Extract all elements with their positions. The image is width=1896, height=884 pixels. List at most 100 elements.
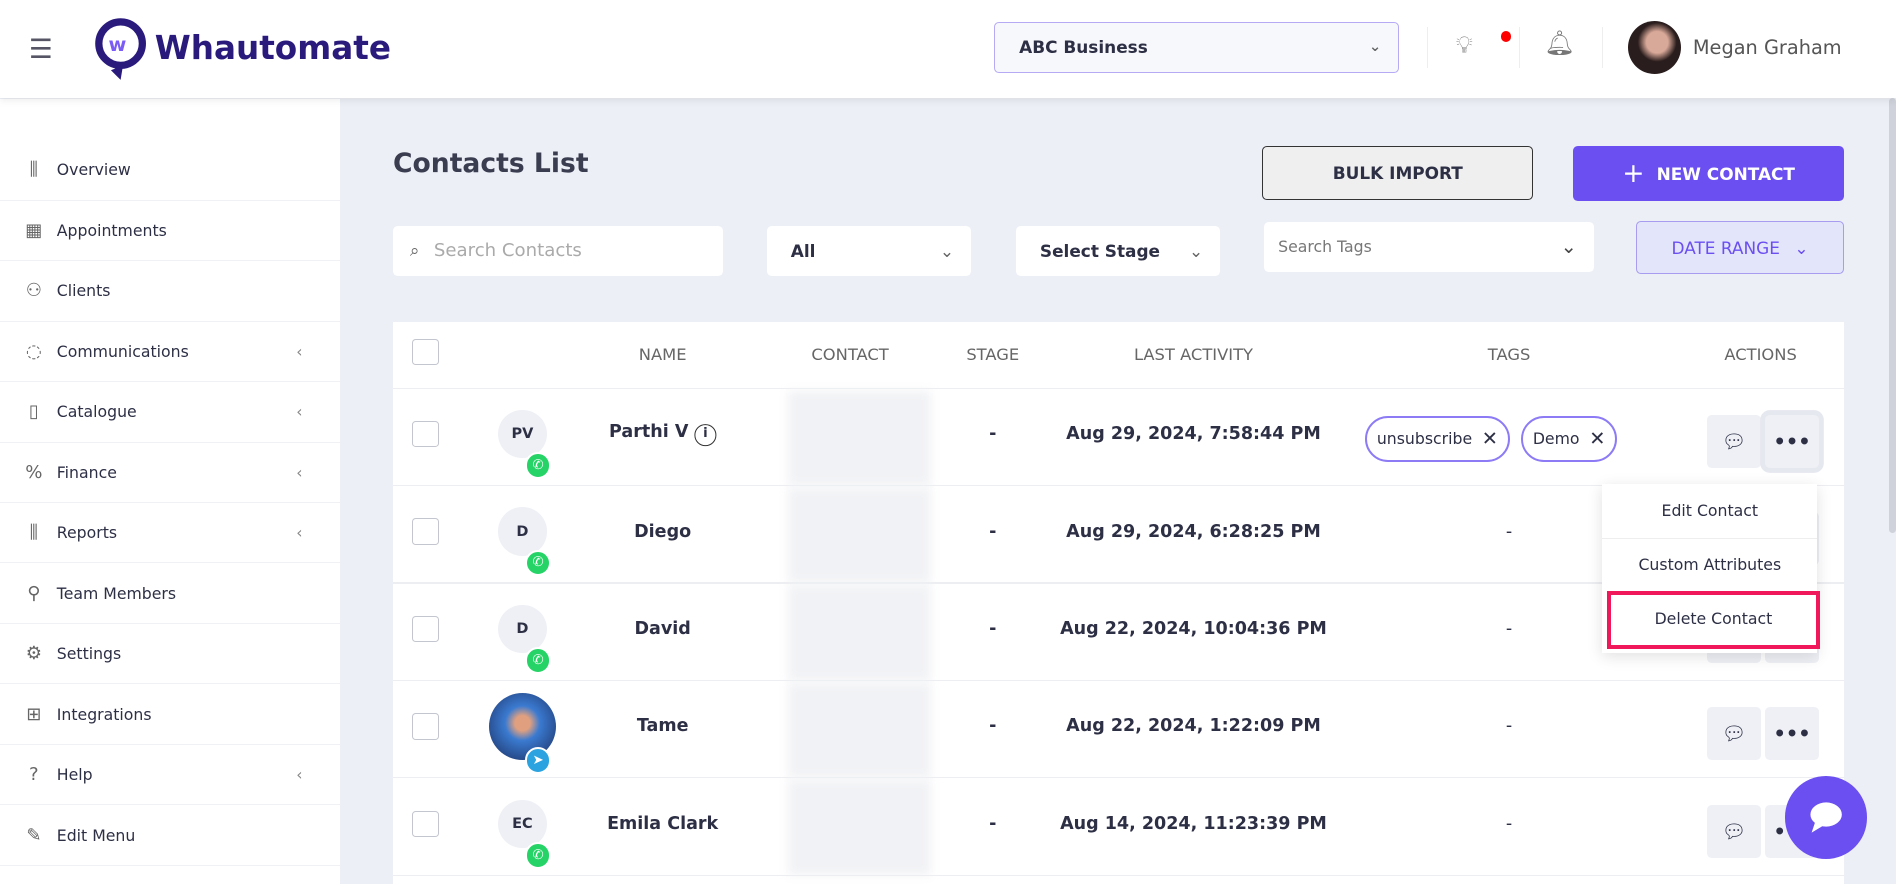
sidebar-item-communications[interactable]: ◌ Communications ‹	[0, 322, 340, 383]
whatsapp-icon: ✆	[524, 549, 552, 577]
sidebar: ⫼ Overview ▦ Appointments ⚇ Clients ◌ Communica…	[0, 99, 340, 884]
contact-name[interactable]: Emila Clark	[607, 813, 719, 834]
contact-blurred	[788, 682, 932, 778]
sidebar-item-label: Settings	[56, 644, 122, 664]
info-icon[interactable]: i	[694, 424, 717, 446]
last-activity: Aug 22, 2024, 1:22:09 PM	[1066, 716, 1321, 737]
sidebar-item-overview[interactable]: ⫼ Overview	[0, 140, 340, 201]
contact-blurred	[788, 585, 932, 680]
contact-name[interactable]: Diego	[634, 521, 692, 542]
percent-icon: %	[25, 461, 43, 483]
row-checkbox[interactable]	[412, 518, 439, 545]
column-header: ACTIONS	[1724, 344, 1797, 364]
column-header: NAME	[638, 344, 687, 364]
row-checkbox[interactable]	[412, 420, 439, 448]
chat-icon: ◌	[25, 340, 42, 362]
book-icon: ▯	[28, 401, 39, 423]
user-name[interactable]: Megan Graham	[1692, 36, 1842, 60]
search-tags-select[interactable]: Search Tags ⌄	[1263, 222, 1594, 273]
chevron-left-icon: ‹	[296, 402, 303, 422]
hamburger-menu-icon[interactable]: ☰	[29, 33, 53, 65]
chevron-left-icon: ‹	[296, 341, 303, 361]
remove-tag-icon[interactable]: ✕	[1481, 427, 1498, 451]
remove-tag-icon[interactable]: ✕	[1589, 427, 1606, 451]
lightbulb-icon[interactable]: 💡︎	[1455, 31, 1473, 60]
stage: -	[989, 619, 997, 640]
column-header: LAST ACTIVITY	[1133, 344, 1253, 364]
date-range-button[interactable]: DATE RANGE ⌄	[1636, 221, 1845, 275]
tags: -	[1505, 619, 1513, 640]
chevron-left-icon: ‹	[296, 462, 303, 482]
network-icon: ⊞	[26, 703, 42, 725]
scrollbar[interactable]	[1888, 97, 1896, 534]
last-activity: Aug 29, 2024, 6:28:25 PM	[1066, 521, 1321, 542]
select-stage-dropdown[interactable]: Select Stage ⌄	[1015, 226, 1221, 276]
more-actions-button[interactable]: •••	[1765, 414, 1819, 468]
row-checkbox[interactable]	[412, 810, 439, 838]
edit-contact-menu-item[interactable]: Edit Contact	[1661, 500, 1759, 520]
stage: -	[989, 521, 997, 542]
sidebar-item-label: Overview	[56, 160, 131, 180]
message-button[interactable]: 💬︎	[1707, 707, 1761, 761]
stage: -	[989, 716, 997, 737]
sidebar-item-label: Help	[56, 765, 93, 785]
sidebar-item-label: Communications	[56, 341, 189, 361]
row-checkbox[interactable]	[412, 713, 439, 740]
contact-name[interactable]: Parthi V i	[609, 422, 717, 446]
row-actions-menu: Edit Contact Custom Attributes Delete Co…	[1602, 483, 1820, 653]
chat-support-button[interactable]	[1784, 776, 1867, 859]
custom-attributes-menu-item[interactable]: Custom Attributes	[1638, 555, 1782, 574]
avatar[interactable]	[1627, 20, 1681, 74]
whatsapp-icon: ✆	[524, 647, 552, 674]
sidebar-item-finance[interactable]: % Finance ‹	[0, 443, 340, 503]
sidebar-item-settings[interactable]: ⚙ Settings	[0, 624, 340, 685]
sidebar-item-reports[interactable]: ⫼ Reports ‹	[0, 503, 340, 564]
search-icon: ⌕	[409, 240, 420, 261]
chat-icon: 💬︎	[1721, 722, 1747, 746]
search-contacts-input[interactable]: ⌕ Search Contacts	[392, 226, 724, 276]
more-horizontal-icon: •••	[1773, 429, 1811, 453]
gear-icon: ⚙	[25, 643, 42, 665]
select-all-checkbox[interactable]	[412, 338, 439, 366]
chevron-down-icon: ⌄	[1794, 237, 1809, 258]
team-icon: ⚲	[27, 582, 41, 604]
business-select[interactable]: ABC Business ⌄	[993, 21, 1400, 73]
sidebar-item-edit-menu[interactable]: ✎ Edit Menu	[0, 805, 340, 866]
new-contact-button[interactable]: + NEW CONTACT	[1573, 146, 1845, 201]
sidebar-item-appointments[interactable]: ▦ Appointments	[0, 201, 340, 262]
sidebar-item-integrations[interactable]: ⊞ Integrations	[0, 684, 340, 745]
contact-name[interactable]: Tame	[636, 716, 689, 737]
contact-blurred	[788, 488, 932, 583]
message-button[interactable]: 💬︎	[1707, 414, 1761, 468]
last-activity: Aug 29, 2024, 7:58:44 PM	[1066, 424, 1321, 445]
chat-icon: 💬︎	[1721, 819, 1747, 843]
svg-text:w: w	[109, 33, 127, 56]
sidebar-item-label: Clients	[56, 281, 111, 301]
delete-contact-menu-item[interactable]: Delete Contact	[1607, 591, 1820, 650]
help-icon: ?	[29, 764, 39, 786]
column-header: CONTACT	[811, 344, 889, 364]
filter-all-select[interactable]: All ⌄	[766, 226, 971, 276]
last-activity: Aug 22, 2024, 10:04:36 PM	[1060, 619, 1327, 640]
sidebar-item-clients[interactable]: ⚇ Clients	[0, 261, 340, 322]
bell-icon[interactable]: 🔔︎	[1544, 29, 1575, 58]
bulk-import-button[interactable]: BULK IMPORT	[1262, 146, 1534, 200]
avatar: EC	[498, 799, 547, 849]
contact-blurred	[788, 780, 932, 875]
more-actions-button[interactable]: •••	[1765, 707, 1819, 761]
message-button[interactable]: 💬︎	[1707, 804, 1761, 858]
sidebar-item-catalogue[interactable]: ▯ Catalogue ‹	[0, 382, 340, 443]
logo[interactable]: w Whautomate	[94, 17, 391, 80]
contact-name[interactable]: David	[634, 619, 691, 640]
tag-chip: Demo ✕	[1521, 415, 1618, 462]
sidebar-item-help[interactable]: ? Help ‹	[0, 745, 340, 806]
telegram-icon: ➤	[524, 747, 552, 774]
row-checkbox[interactable]	[412, 615, 439, 643]
sidebar-item-team-members[interactable]: ⚲ Team Members	[0, 563, 340, 624]
sidebar-item-label: Reports	[56, 523, 118, 543]
whatsapp-icon: ✆	[524, 452, 552, 479]
contact-blurred	[788, 390, 932, 485]
tags: -	[1505, 716, 1513, 737]
sidebar-item-label: Appointments	[56, 220, 167, 240]
chevron-down-icon: ⌄	[1188, 240, 1204, 261]
